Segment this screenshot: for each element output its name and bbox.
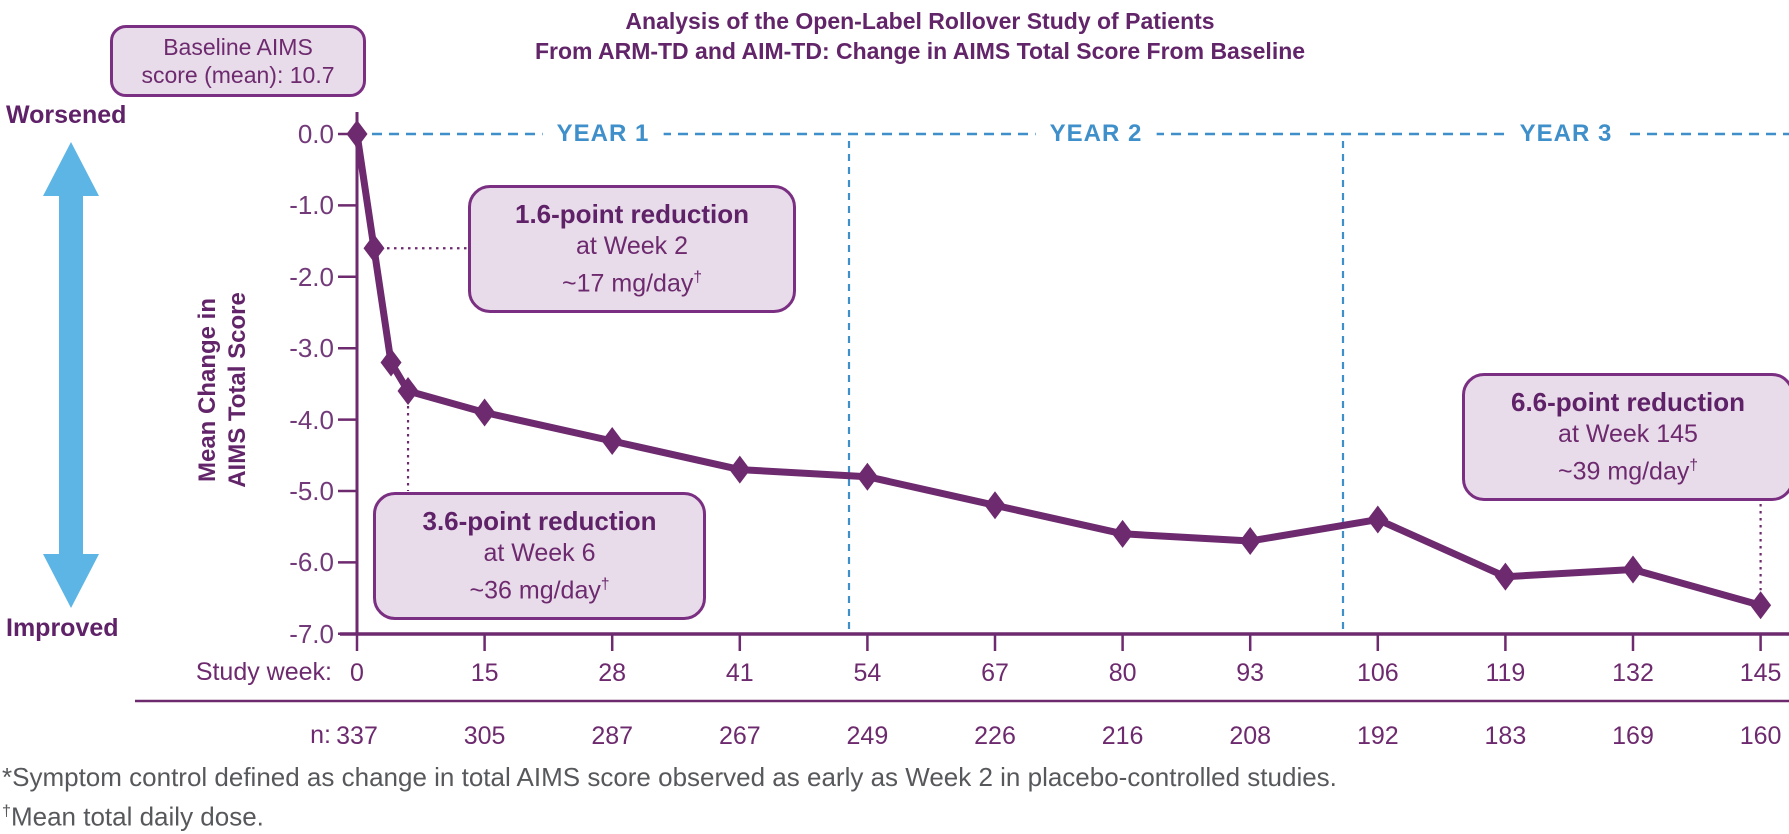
x-tick-label-week: 106 <box>1356 659 1399 687</box>
x-tick-label-week: 28 <box>598 659 627 687</box>
n-value: 208 <box>1229 722 1272 750</box>
chart-title: Analysis of the Open-Label Rollover Stud… <box>300 6 1540 66</box>
study-week-axis-label: Study week: <box>195 658 332 686</box>
x-tick-label-week: 54 <box>853 659 882 687</box>
x-tick-label-week: 132 <box>1612 659 1654 687</box>
data-point-week-41 <box>729 455 751 484</box>
n-value: 267 <box>718 722 761 750</box>
y-tick-label: -4.0 <box>289 404 334 435</box>
year-3-label: YEAR 3 <box>1505 120 1627 148</box>
n-value: 216 <box>1101 722 1144 750</box>
data-point-week-6 <box>397 377 419 406</box>
baseline-aims-line2: score (mean): 10.7 <box>141 62 335 88</box>
x-tick-label-week: 93 <box>1236 659 1265 687</box>
n-value: 305 <box>463 722 506 750</box>
data-point-week-2 <box>363 234 385 263</box>
y-tick-label: -1.0 <box>289 190 334 221</box>
callout-week6: 3.6-point reduction at Week 6 ~36 mg/day… <box>373 492 706 620</box>
y-tick-label: -2.0 <box>289 261 334 292</box>
callout-week6-headline: 3.6-point reduction <box>422 506 657 537</box>
y-tick-label: -5.0 <box>289 476 334 506</box>
callout-week2-dose: ~17 mg/day† <box>562 269 702 298</box>
n-value: 169 <box>1612 722 1654 750</box>
x-tick-label-week: 15 <box>470 659 499 687</box>
footnote-symptom-control: *Symptom control defined as change in to… <box>2 762 1337 792</box>
n-value: 287 <box>591 722 634 750</box>
n-row-label: n: <box>310 721 331 749</box>
callout-week145: 6.6-point reduction at Week 145 ~39 mg/d… <box>1462 373 1789 501</box>
callout-week145-dose: ~39 mg/day† <box>1558 457 1698 486</box>
worsened-improved-arrow-icon <box>43 142 99 608</box>
data-point-week-15 <box>474 398 496 427</box>
data-point-week-106 <box>1367 505 1389 534</box>
worsened-label: Worsened <box>6 101 127 129</box>
n-value: 249 <box>846 722 889 750</box>
year-1-label: YEAR 1 <box>542 120 664 148</box>
data-point-week-132 <box>1622 555 1644 584</box>
callout-week145-headline: 6.6-point reduction <box>1511 387 1745 418</box>
n-value: 192 <box>1356 722 1399 750</box>
data-point-week-0 <box>346 120 368 148</box>
y-tick-label: -7.0 <box>289 618 334 649</box>
x-tick-label-week: 119 <box>1485 659 1526 687</box>
callout-week2-when: at Week 2 <box>575 232 689 261</box>
n-value: 226 <box>974 722 1016 750</box>
data-point-week-28 <box>601 427 623 456</box>
chart-title-line1: Analysis of the Open-Label Rollover Stud… <box>625 8 1215 34</box>
callout-week6-when: at Week 6 <box>483 539 596 568</box>
data-point-week-54 <box>856 462 878 491</box>
data-point-week-145 <box>1750 591 1772 620</box>
year-2-label: YEAR 2 <box>1035 120 1157 148</box>
n-value: 337 <box>336 722 378 750</box>
data-point-week-67 <box>984 491 1006 520</box>
x-tick-label-week: 0 <box>350 659 364 687</box>
x-tick-label-week: 67 <box>981 659 1009 687</box>
improved-label: Improved <box>6 614 119 642</box>
x-tick-label-week: 145 <box>1739 659 1782 687</box>
x-tick-label-week: 41 <box>725 659 754 687</box>
callout-week2: 1.6-point reduction at Week 2 ~17 mg/day… <box>468 185 796 313</box>
callout-week2-headline: 1.6-point reduction <box>515 199 749 230</box>
baseline-aims-badge: Baseline AIMS score (mean): 10.7 <box>110 25 366 97</box>
y-tick-label: -6.0 <box>289 547 334 578</box>
callout-week6-dose: ~36 mg/day† <box>469 576 610 605</box>
n-value: 160 <box>1739 722 1782 750</box>
y-tick-label: -3.0 <box>289 333 334 364</box>
baseline-aims-line1: Baseline AIMS <box>163 34 313 60</box>
chart-title-line2: From ARM-TD and AIM-TD: Change in AIMS T… <box>534 38 1306 64</box>
n-value: 183 <box>1484 722 1527 750</box>
data-point-week-93 <box>1239 526 1261 555</box>
data-point-week-4 <box>380 348 402 377</box>
data-point-week-80 <box>1112 519 1134 548</box>
data-point-week-119 <box>1494 562 1516 591</box>
y-tick-label: 0.0 <box>297 119 334 149</box>
footnote-mean-dose: †Mean total daily dose. <box>2 801 264 832</box>
x-tick-label-week: 80 <box>1108 659 1137 687</box>
callout-week145-when: at Week 145 <box>1558 420 1698 449</box>
